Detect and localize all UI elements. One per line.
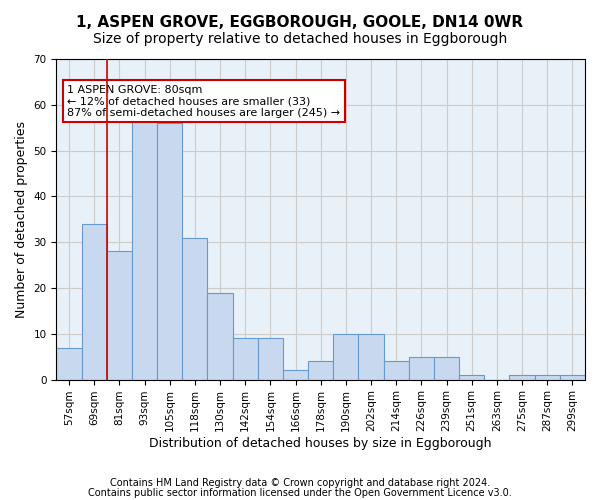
Bar bbox=[383, 362, 409, 380]
Bar bbox=[82, 224, 107, 380]
Text: Contains HM Land Registry data © Crown copyright and database right 2024.: Contains HM Land Registry data © Crown c… bbox=[110, 478, 490, 488]
X-axis label: Distribution of detached houses by size in Eggborough: Distribution of detached houses by size … bbox=[149, 437, 492, 450]
Bar bbox=[560, 375, 585, 380]
Text: 1, ASPEN GROVE, EGGBOROUGH, GOOLE, DN14 0WR: 1, ASPEN GROVE, EGGBOROUGH, GOOLE, DN14 … bbox=[76, 15, 524, 30]
Bar bbox=[182, 238, 208, 380]
Text: 1 ASPEN GROVE: 80sqm
← 12% of detached houses are smaller (33)
87% of semi-detac: 1 ASPEN GROVE: 80sqm ← 12% of detached h… bbox=[67, 84, 340, 118]
Bar bbox=[258, 338, 283, 380]
Text: Size of property relative to detached houses in Eggborough: Size of property relative to detached ho… bbox=[93, 32, 507, 46]
Bar bbox=[107, 252, 132, 380]
Bar bbox=[333, 334, 358, 380]
Bar bbox=[308, 362, 333, 380]
Text: Contains public sector information licensed under the Open Government Licence v3: Contains public sector information licen… bbox=[88, 488, 512, 498]
Bar bbox=[409, 356, 434, 380]
Bar bbox=[208, 292, 233, 380]
Bar bbox=[535, 375, 560, 380]
Bar bbox=[283, 370, 308, 380]
Bar bbox=[56, 348, 82, 380]
Bar bbox=[509, 375, 535, 380]
Bar bbox=[157, 123, 182, 380]
Bar bbox=[434, 356, 459, 380]
Bar bbox=[132, 118, 157, 380]
Bar bbox=[233, 338, 258, 380]
Bar bbox=[459, 375, 484, 380]
Bar bbox=[358, 334, 383, 380]
Y-axis label: Number of detached properties: Number of detached properties bbox=[15, 121, 28, 318]
